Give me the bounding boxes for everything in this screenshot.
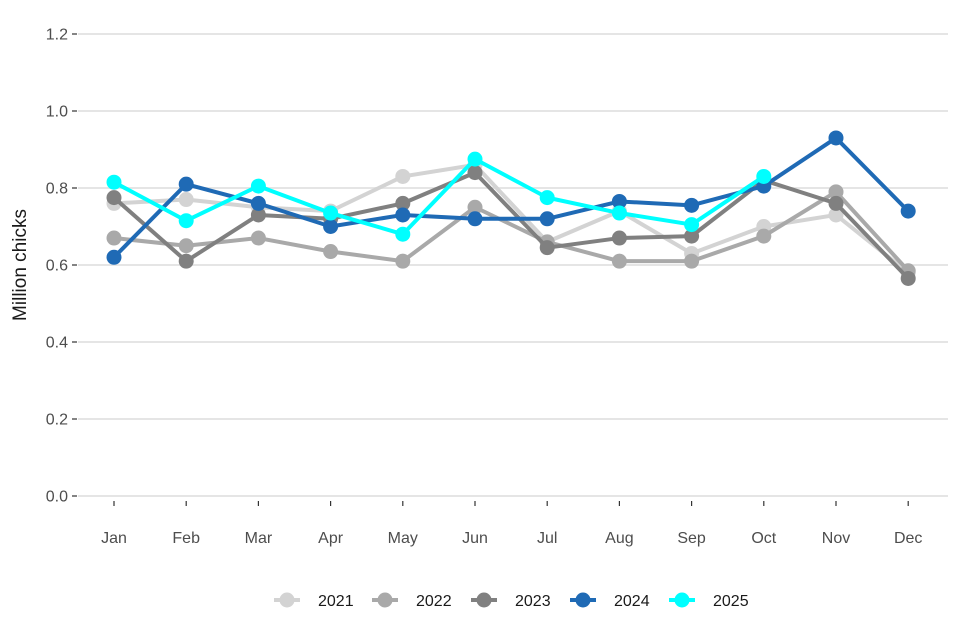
x-tick-label: Feb <box>172 530 200 547</box>
data-point <box>828 207 844 223</box>
data-point <box>395 253 411 269</box>
data-point <box>178 238 194 254</box>
data-point <box>106 190 122 206</box>
data-point <box>323 205 339 221</box>
y-axis-title: Million chicks <box>10 209 31 321</box>
legend-label: 2025 <box>713 593 749 610</box>
data-point <box>250 178 266 194</box>
series-line <box>112 162 911 275</box>
x-tick-label: Nov <box>822 530 850 547</box>
data-point <box>106 230 122 246</box>
data-point <box>900 270 916 286</box>
data-point <box>178 213 194 229</box>
data-point <box>900 203 916 219</box>
data-point <box>467 151 483 167</box>
data-point <box>106 174 122 190</box>
x-tick-label: Aug <box>605 530 633 547</box>
data-point <box>684 253 700 269</box>
data-point <box>178 176 194 192</box>
y-tick-label: 0.4 <box>46 335 68 352</box>
data-point <box>467 199 483 215</box>
data-point <box>828 195 844 211</box>
y-tick-label: 1.2 <box>46 27 68 44</box>
data-point <box>250 230 266 246</box>
x-tick-label: Jun <box>462 530 488 547</box>
series-line <box>112 157 766 237</box>
data-point <box>684 228 700 244</box>
legend-swatch-marker <box>674 592 690 608</box>
legend-swatch-marker <box>377 592 393 608</box>
x-axis: Jan Feb Mar Apr May Jun Jul Aug Sep Oct Nov Dec <box>101 501 922 547</box>
x-tick-label: Apr <box>318 530 344 547</box>
series-2025 <box>106 151 772 242</box>
x-tick-label: Oct <box>751 530 776 547</box>
data-point <box>467 211 483 227</box>
y-tick-label: 0.6 <box>46 258 68 275</box>
series-line <box>112 189 911 273</box>
series-2022 <box>106 184 916 279</box>
y-tick-label: 0.8 <box>46 181 68 198</box>
series-group <box>106 130 916 286</box>
series-2024 <box>106 130 916 265</box>
x-tick-label: May <box>388 530 418 547</box>
legend-label: 2023 <box>515 593 551 610</box>
data-point <box>611 193 627 209</box>
x-tick-label: Dec <box>894 530 922 547</box>
data-point <box>684 197 700 213</box>
legend-item: 2022 <box>372 592 452 610</box>
x-tick-label: Jan <box>101 530 127 547</box>
data-point <box>178 192 194 208</box>
data-point <box>611 205 627 221</box>
data-point <box>250 207 266 223</box>
y-tick-label: 1.0 <box>46 104 68 121</box>
legend-swatch-marker <box>476 592 492 608</box>
data-point <box>178 253 194 269</box>
data-point <box>756 228 772 244</box>
data-point <box>611 253 627 269</box>
legend-item: 2024 <box>570 592 650 610</box>
data-point <box>539 240 555 256</box>
data-point <box>684 217 700 233</box>
x-tick-label: Mar <box>245 530 273 547</box>
y-axis: 0.0 0.2 0.4 0.6 0.8 1.0 1.2 <box>46 27 77 506</box>
legend-label: 2024 <box>614 593 650 610</box>
legend-item: 2025 <box>669 592 749 610</box>
x-tick-label: Jul <box>537 530 557 547</box>
data-point <box>395 226 411 242</box>
gridlines <box>78 33 948 497</box>
data-point <box>467 165 483 181</box>
data-point <box>395 207 411 223</box>
x-tick-label: Sep <box>677 530 706 547</box>
data-point <box>828 130 844 146</box>
data-point <box>539 190 555 206</box>
legend-label: 2022 <box>416 593 452 610</box>
legend-swatch-marker <box>279 592 295 608</box>
data-point <box>756 168 772 184</box>
data-point <box>323 219 339 234</box>
legend-swatch-marker <box>575 592 591 608</box>
data-point <box>611 230 627 246</box>
legend: 2021 2022 2023 2024 2025 <box>274 592 749 610</box>
y-tick-label: 0.2 <box>46 412 68 429</box>
data-point <box>323 244 339 260</box>
data-point <box>539 211 555 227</box>
data-point <box>828 184 844 200</box>
legend-label: 2021 <box>318 593 354 610</box>
y-tick-label: 0.0 <box>46 489 68 506</box>
series-line <box>112 135 911 260</box>
data-point <box>395 195 411 211</box>
legend-item: 2023 <box>471 592 551 610</box>
data-point <box>106 249 122 265</box>
series-line <box>112 170 911 281</box>
data-point <box>395 168 411 184</box>
legend-item: 2021 <box>274 592 354 610</box>
data-point <box>250 195 266 211</box>
